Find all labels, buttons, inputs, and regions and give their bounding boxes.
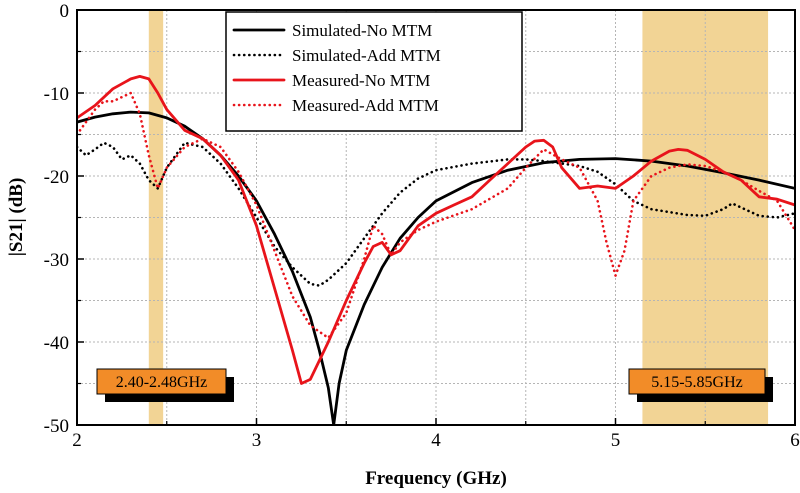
legend-label-4: Measured-Add MTM: [292, 96, 439, 115]
band-label-text: 2.40-2.48GHz: [116, 374, 208, 391]
legend-box: [225, 11, 523, 132]
x-tick-label: 5: [611, 430, 621, 451]
x-tick-label: 4: [431, 430, 441, 451]
band-label-1: 2.40-2.48GHz: [96, 368, 234, 402]
legend: Simulated-No MTM Simulated-Add MTM Measure…: [225, 11, 523, 132]
axis-ticks: 2 3 4 5 6 0 -10 -20 -30 -40 -50: [44, 1, 800, 451]
legend-label-3: Measured-No MTM: [292, 71, 430, 90]
x-tick-label: 3: [252, 430, 262, 451]
x-tick-label: 6: [790, 430, 800, 451]
band-labels: 2.40-2.48GHz 5.15-5.85GHz: [96, 368, 773, 402]
band-label-text: 5.15-5.85GHz: [651, 374, 743, 391]
y-axis-title: |S21| (dB): [6, 178, 27, 257]
y-tick-label: 0: [60, 1, 70, 22]
y-tick-label: -10: [44, 84, 69, 105]
y-tick-label: -30: [44, 250, 69, 271]
band-label-box: [96, 368, 227, 395]
series-line-simulated-add-mtm: [77, 141, 795, 287]
series-line-measured-no-mtm: [77, 75, 795, 385]
series-line-measured-add-mtm: [77, 91, 795, 340]
y-tick-label: -20: [44, 167, 69, 188]
x-tick-label: 2: [72, 430, 82, 451]
legend-label-2: Simulated-Add MTM: [292, 46, 441, 65]
y-tick-label: -50: [44, 416, 69, 437]
band-label-2: 5.15-5.85GHz: [628, 368, 773, 402]
legend-label-1: Simulated-No MTM: [292, 21, 432, 40]
series-lines: [77, 75, 795, 425]
band-label-box: [628, 368, 766, 395]
y-tick-label: -40: [44, 333, 69, 354]
x-axis-title: Frequency (GHz): [365, 468, 507, 489]
